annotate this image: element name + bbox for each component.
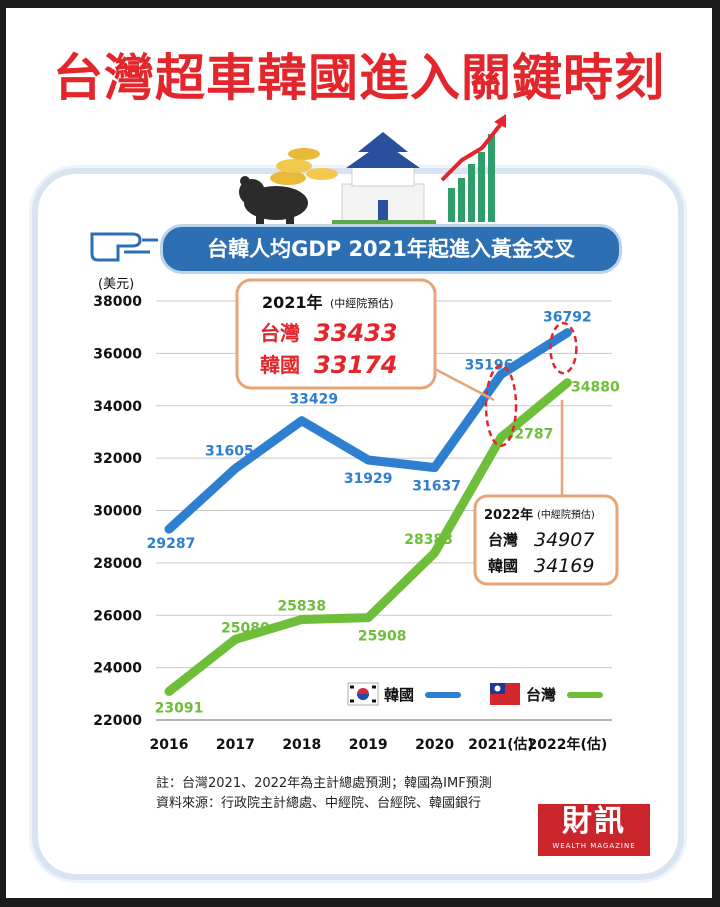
- subtitle-banner: 台韓人均GDP 2021年起進入黃金交叉: [160, 224, 622, 274]
- korea-data-point: [233, 466, 238, 471]
- y-tick-label: 24000: [93, 661, 142, 677]
- legend-korea-label: 韓國: [384, 686, 414, 704]
- x-tick-label: 2021(估): [468, 736, 534, 753]
- y-tick-label: 34000: [93, 399, 142, 415]
- korea-data-point: [565, 330, 570, 335]
- taiwan-data-label: 25080: [221, 620, 270, 636]
- callout-2021-taiwan-label: 台灣: [260, 321, 300, 345]
- callout-2022-korea-value: 34169: [534, 555, 594, 577]
- korea-data-label: 31605: [205, 443, 254, 459]
- korea-flag-trigram: [372, 685, 376, 689]
- x-tick-label: 2016: [150, 737, 189, 753]
- taiwan-data-point: [299, 617, 304, 622]
- highlight-ellipse-2021: [484, 364, 518, 447]
- taiwan-data-point: [167, 689, 171, 694]
- x-tick-label: 2020: [415, 737, 454, 753]
- highlight-ellipse-2022: [549, 321, 578, 375]
- pointing-hand-icon: [90, 232, 158, 262]
- taiwan-data-label: 25908: [358, 629, 407, 645]
- korea-flag-trigram: [372, 699, 376, 703]
- callout-2022-taiwan-label: 台灣: [488, 531, 518, 549]
- taiwan-data-point: [366, 615, 371, 620]
- gold-coins-icon: [270, 148, 338, 185]
- y-tick-label: 28000: [93, 556, 142, 572]
- callout-2022-korea-label: 韓國: [488, 557, 518, 575]
- chart-source: 資料來源：行政院主計總處、中經院、台經院、韓國銀行: [156, 796, 482, 811]
- memorial-hall-icon: [332, 132, 436, 226]
- y-axis-unit-label: (美元): [98, 277, 134, 292]
- subtitle-text: 台韓人均GDP 2021年起進入黃金交叉: [207, 237, 575, 261]
- korea-data-point: [299, 418, 304, 423]
- korea-data-point: [499, 372, 503, 377]
- logo-main-text: 財訊: [562, 804, 626, 839]
- legend-taiwan-label: 台灣: [526, 686, 556, 704]
- x-tick-label: 2022年(估): [528, 736, 608, 753]
- page-title: 台灣超車韓國進入關鍵時刻: [53, 49, 665, 107]
- taiwan-data-point: [499, 435, 503, 440]
- x-tick-label: 2019: [349, 737, 388, 753]
- callout-2022-sub: (中經院預估): [537, 508, 595, 521]
- y-tick-label: 38000: [93, 294, 142, 310]
- wealth-magazine-logo: 財訊 WEALTH MAGAZINE: [538, 804, 650, 856]
- korea-data-label: 31637: [412, 479, 461, 495]
- korea-flag-taegeuk-bottom: [357, 694, 369, 700]
- callout-2021-taiwan-value: 33433: [314, 319, 398, 347]
- gdp-line-chart: 22000 24000 26000 28000 30000 32000 34000 36000…: [93, 277, 620, 753]
- callout-2022-taiwan-value: 34907: [534, 529, 594, 551]
- korea-data-point: [366, 457, 371, 462]
- callout-2021-korea-label: 韓國: [260, 353, 300, 377]
- korea-data-label: 33429: [289, 392, 338, 408]
- callout-2022-box: [473, 494, 619, 586]
- bear-icon: [239, 176, 308, 226]
- taiwan-data-point: [565, 380, 570, 385]
- korea-flag-trigram: [350, 699, 354, 703]
- logo-sub-text: WEALTH MAGAZINE: [552, 842, 636, 850]
- callout-2021-box: [235, 278, 437, 390]
- y-tick-label: 30000: [93, 504, 142, 520]
- taiwan-data-point: [432, 550, 437, 555]
- y-tick-label: 36000: [93, 346, 142, 362]
- taiwan-data-label: 28383: [404, 532, 453, 548]
- korea-data-label: 35196: [465, 357, 514, 373]
- korea-flag-trigram: [350, 685, 354, 689]
- y-tick-label: 26000: [93, 608, 142, 624]
- header-illustration: [239, 114, 506, 226]
- rising-bars-icon: [440, 114, 506, 222]
- callout-2021-heading: 2021年: [262, 293, 323, 312]
- infographic-page: 台灣超車韓國進入關鍵時刻: [6, 8, 712, 898]
- taiwan-flag-sun: [494, 685, 501, 692]
- taiwan-data-label: 32787: [505, 427, 554, 443]
- korea-data-point: [432, 465, 437, 470]
- callout-2022-heading: 2022年: [484, 507, 533, 523]
- x-tick-label: 2018: [282, 737, 321, 753]
- taiwan-data-label: 25838: [277, 598, 326, 614]
- callout-2021-korea-value: 33174: [314, 351, 398, 379]
- taiwan-data-label: 23091: [155, 700, 204, 716]
- korea-data-label: 29287: [147, 536, 196, 552]
- korea-data-label: 36792: [543, 310, 592, 326]
- taiwan-data-label: 34880: [571, 380, 620, 396]
- x-tick-label: 2017: [216, 737, 255, 753]
- callout-2021-sub: (中經院預估): [330, 296, 394, 310]
- korea-data-point: [167, 527, 171, 532]
- chart-note: 註：台灣2021、2022年為主計總處預測；韓國為IMF預測: [156, 776, 492, 791]
- korea-data-label: 31929: [344, 471, 393, 487]
- y-tick-label: 32000: [93, 451, 142, 467]
- y-tick-label: 22000: [93, 713, 142, 729]
- taiwan-data-point: [233, 637, 238, 642]
- callout-2021-connector: [432, 366, 495, 402]
